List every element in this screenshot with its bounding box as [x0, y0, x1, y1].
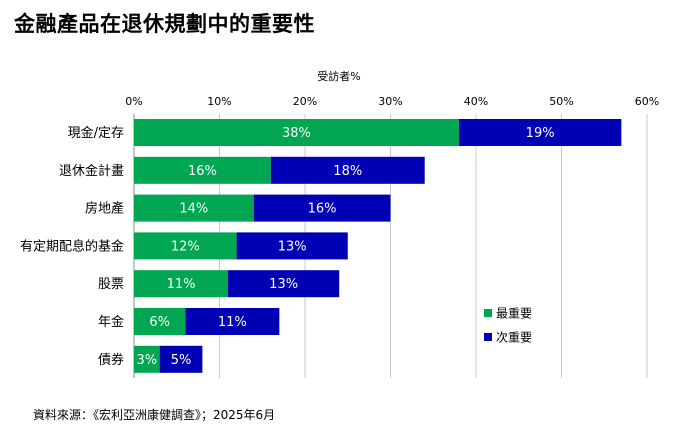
bar-value-label: 13%	[269, 277, 298, 292]
bar-second-important	[253, 194, 391, 222]
bar-value-label: 11%	[218, 315, 247, 330]
legend-label: 次重要	[496, 331, 532, 345]
bar-most-important	[134, 308, 186, 335]
x-tick-label: 10%	[207, 95, 231, 108]
x-tick-label: 50%	[549, 95, 573, 108]
bar-value-label: 6%	[149, 315, 170, 330]
x-tick-label: 0%	[125, 95, 142, 108]
bar-second-important	[228, 270, 340, 298]
bar-second-important	[159, 345, 203, 373]
x-tick-label: 30%	[378, 95, 402, 108]
x-tick-label: 60%	[635, 95, 659, 108]
bar-second-important	[270, 156, 425, 184]
bar-value-label: 19%	[526, 126, 555, 141]
bar-value-label: 18%	[333, 164, 362, 179]
x-axis-title: 受訪者%	[317, 69, 360, 83]
category-label: 股票	[98, 277, 124, 292]
bar-most-important	[134, 119, 459, 146]
bar-value-label: 11%	[167, 277, 196, 292]
page-title: 金融產品在退休規劃中的重要性	[14, 12, 315, 36]
bar-most-important	[134, 270, 229, 298]
bar-value-label: 38%	[282, 126, 311, 141]
bar-value-label: 16%	[188, 164, 217, 179]
bar-value-label: 5%	[171, 353, 192, 368]
bar-second-important	[185, 308, 280, 335]
bar-most-important	[134, 232, 237, 260]
x-tick-labels: 0% 10% 20% 30% 40% 50% 60%	[125, 95, 659, 108]
bars: 38% 19% 16% 18% 14% 16% 12% 13% 11% 13% 6% 11% 3% 5%	[134, 119, 622, 373]
bar-value-label: 14%	[179, 202, 208, 217]
x-tick-label: 20%	[293, 95, 317, 108]
category-label: 債券	[98, 352, 124, 368]
category-label: 有定期配息的基金	[20, 238, 124, 254]
bar-value-label: 16%	[308, 202, 337, 217]
bar-most-important	[134, 156, 271, 184]
legend-label: 最重要	[496, 307, 532, 321]
source-note: 資料來源：《宏利亞洲康健調查》；2025年6月	[33, 408, 276, 422]
bar-value-label: 13%	[278, 239, 307, 254]
bar-most-important	[134, 194, 254, 222]
bar-value-label: 3%	[137, 353, 158, 368]
bar-value-label: 12%	[171, 239, 200, 254]
category-label: 退休金計畫	[59, 163, 124, 179]
bar-most-important	[134, 345, 160, 373]
category-label: 房地產	[85, 201, 124, 217]
legend-swatch	[484, 333, 492, 341]
legend-swatch	[484, 309, 492, 317]
bar-second-important	[458, 119, 622, 146]
category-label: 年金	[98, 314, 124, 330]
category-label: 現金/定存	[68, 125, 124, 141]
x-tick-label: 40%	[464, 95, 488, 108]
bar-second-important	[236, 232, 348, 260]
